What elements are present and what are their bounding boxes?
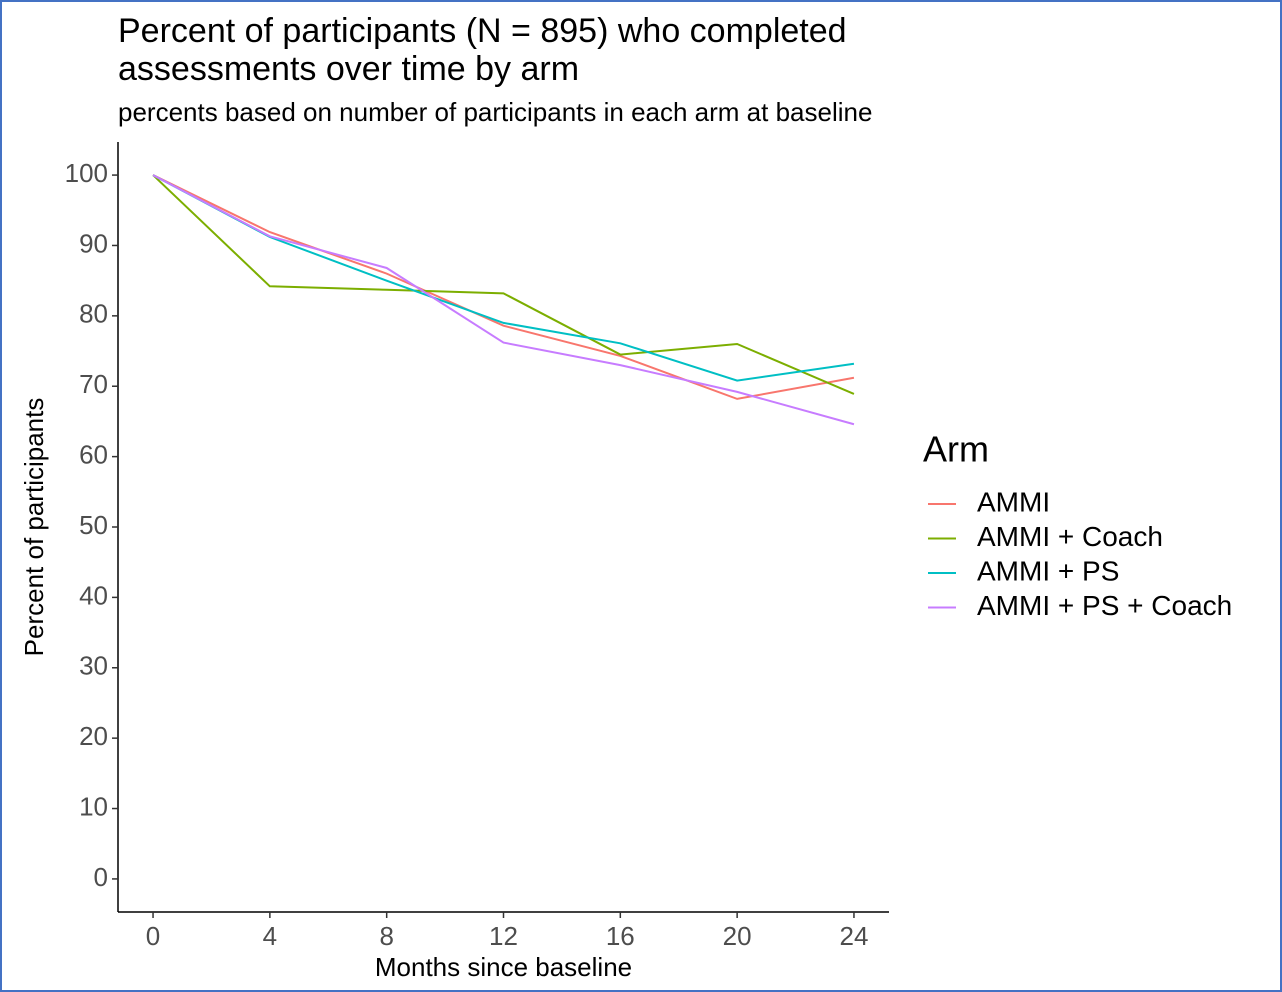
legend-title: Arm: [923, 429, 989, 470]
legend-label: AMMI + Coach: [977, 521, 1163, 552]
y-tick-label: 40: [79, 580, 108, 610]
x-tick-label: 24: [839, 921, 868, 951]
chart-title: Percent of participants (N = 895) who co…: [118, 12, 847, 50]
x-tick-label: 16: [606, 921, 635, 951]
y-tick-label: 60: [79, 439, 108, 469]
y-axis-label: Percent of participants: [19, 398, 49, 657]
y-tick-label: 30: [79, 651, 108, 681]
legend-label: AMMI + PS + Coach: [977, 590, 1232, 621]
y-tick-label: 100: [65, 158, 108, 188]
y-tick-label: 0: [94, 862, 108, 892]
chart-subtitle: percents based on number of participants…: [118, 97, 872, 127]
y-tick-label: 50: [79, 510, 108, 540]
y-tick-label: 10: [79, 791, 108, 821]
legend-label: AMMI: [977, 486, 1050, 517]
chart-title: assessments over time by arm: [118, 50, 579, 88]
y-tick-label: 70: [79, 369, 108, 399]
series-line: [152, 174, 855, 395]
x-tick-label: 20: [723, 921, 752, 951]
legend-label: AMMI + PS: [977, 555, 1119, 586]
x-tick-label: 4: [263, 921, 277, 951]
series-line: [152, 174, 855, 426]
x-tick-label: 8: [379, 921, 393, 951]
x-tick-label: 0: [146, 921, 160, 951]
series-line: [152, 174, 855, 400]
x-axis-label: Months since baseline: [375, 952, 632, 982]
y-tick-label: 20: [79, 721, 108, 751]
y-tick-label: 90: [79, 228, 108, 258]
x-tick-label: 12: [489, 921, 518, 951]
y-tick-label: 80: [79, 299, 108, 329]
